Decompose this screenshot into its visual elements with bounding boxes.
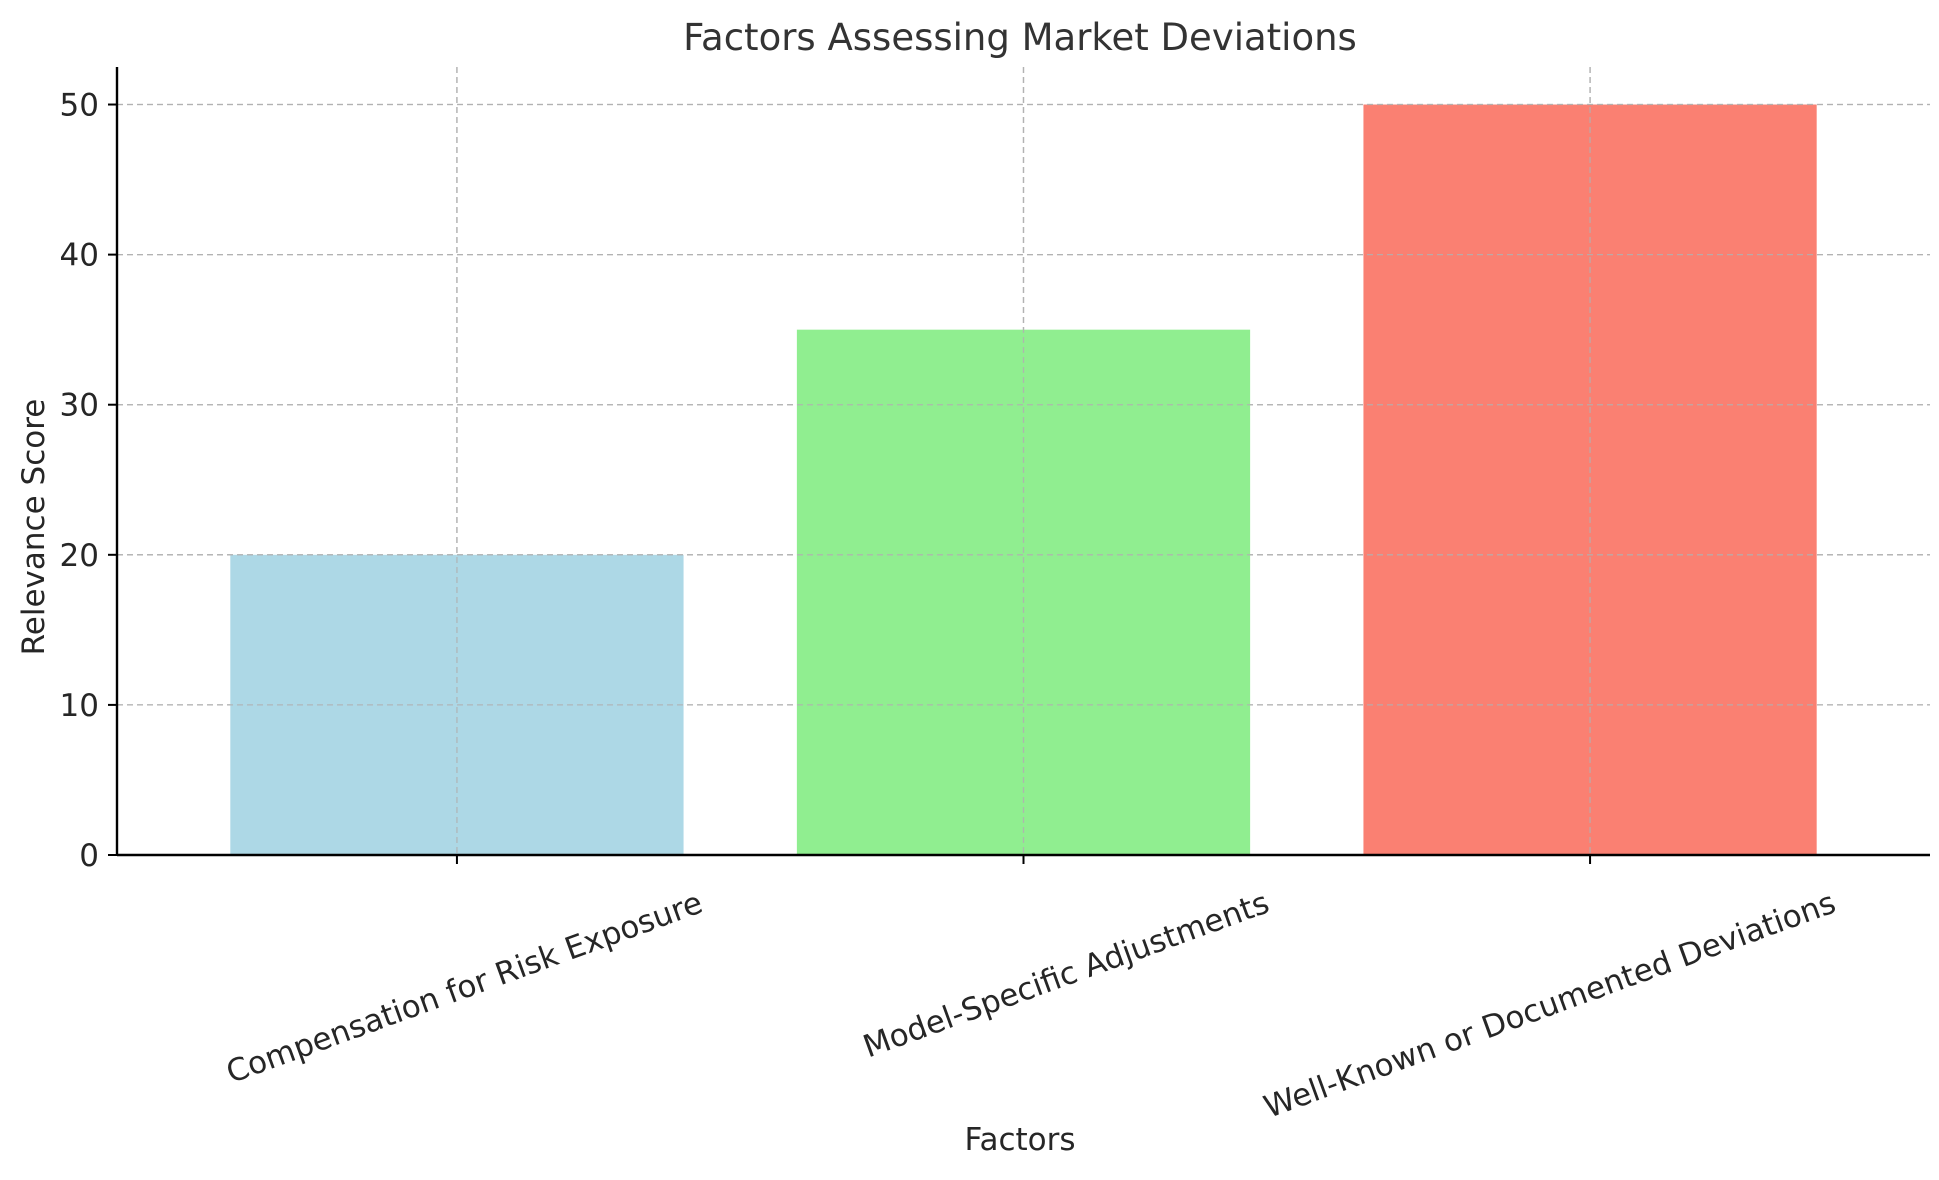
y-axis-label: Relevance Score — [16, 399, 52, 656]
y-tick-label: 30 — [60, 388, 99, 424]
x-tick-label: Compensation for Risk Exposure — [222, 885, 708, 1091]
x-axis-label: Factors — [964, 1122, 1075, 1158]
x-tick-label: Well-Known or Documented Deviations — [1259, 885, 1840, 1126]
y-tick-label: 40 — [60, 238, 99, 274]
x-tick-label: Model-Specific Adjustments — [859, 885, 1274, 1066]
y-tick-label: 20 — [60, 538, 99, 574]
y-tick-label: 10 — [60, 688, 99, 724]
chart-title: Factors Assessing Market Deviations — [683, 16, 1357, 59]
y-tick-label: 0 — [79, 838, 99, 874]
y-tick-label: 50 — [60, 88, 99, 124]
